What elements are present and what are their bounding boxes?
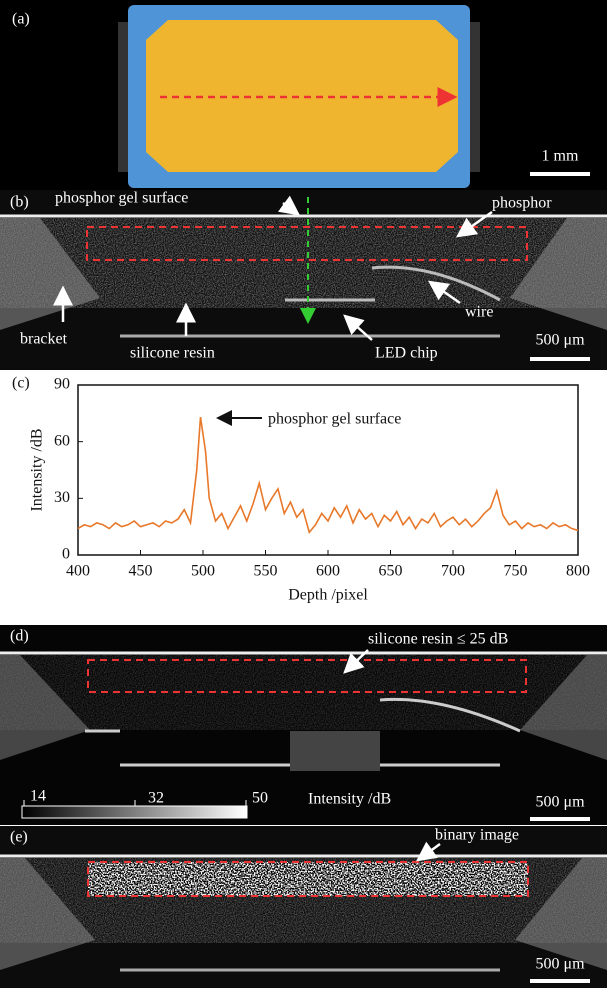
bracket-right xyxy=(515,858,607,970)
phosphor-area xyxy=(146,20,458,172)
panel-label: (e) xyxy=(10,829,28,846)
roi-box xyxy=(87,659,527,693)
x-tick-label: 550 xyxy=(254,563,278,580)
arrow xyxy=(415,841,441,862)
arrow xyxy=(343,314,373,341)
bracket-left xyxy=(0,655,90,760)
x-tick-label: 750 xyxy=(504,563,528,580)
y-tick-label: 0 xyxy=(62,546,70,563)
annotation: phosphor gel surface xyxy=(268,411,401,428)
bracket-left xyxy=(0,218,100,330)
x-tick-label: 450 xyxy=(129,563,153,580)
oct-texture xyxy=(0,218,607,308)
bracket-right xyxy=(520,655,607,760)
annotation: phosphor xyxy=(492,195,552,212)
x-axis-label: Depth /pixel xyxy=(288,587,368,604)
wire xyxy=(371,265,501,302)
panel-label: (d) xyxy=(10,628,29,645)
y-tick-label: 60 xyxy=(54,432,70,449)
panel-d: (d) silicone resin ≤ 25 dB 14 32 50 Inte… xyxy=(0,625,607,825)
annotation: silicone resin xyxy=(130,345,215,362)
panel-label: (b) xyxy=(10,194,29,211)
data-line xyxy=(77,416,579,535)
panel-label: (a) xyxy=(12,11,30,28)
scale-bar xyxy=(530,979,590,983)
wire xyxy=(379,697,521,733)
scale-bar-label: 500 μm xyxy=(535,332,585,349)
arrow xyxy=(427,280,461,305)
colorbar-label: Intensity /dB xyxy=(308,791,391,808)
annotation: silicone resin ≤ 25 dB xyxy=(368,631,508,648)
arrow xyxy=(277,195,301,216)
chip xyxy=(290,731,380,771)
scale-bar-label: 1 mm xyxy=(542,148,579,165)
annotation: binary image xyxy=(435,827,519,844)
roi-box xyxy=(86,226,528,261)
x-tick-label: 650 xyxy=(379,563,403,580)
colorbar-tick-label: 14 xyxy=(30,788,46,805)
annotation: bracket xyxy=(20,331,68,348)
annotation: LED chip xyxy=(375,345,438,362)
panel-e: (e) binary image 500 μm xyxy=(0,826,607,988)
annotation: phosphor gel surface xyxy=(55,190,188,207)
bracket-right xyxy=(510,218,607,330)
x-tick-label: 500 xyxy=(191,563,215,580)
roi-box xyxy=(87,861,529,897)
annotation: wire xyxy=(465,304,493,321)
y-tick-label: 90 xyxy=(54,376,70,393)
arrow xyxy=(455,210,493,238)
arrow xyxy=(343,649,369,674)
scale-bar xyxy=(530,357,590,361)
panel-c: (c) Depth /pixel Intensity /dB phosphor … xyxy=(12,375,590,604)
colorbar-tick-label: 50 xyxy=(252,790,268,807)
x-tick-label: 400 xyxy=(66,563,90,580)
y-axis-label: Intensity /dB xyxy=(29,428,46,511)
colorbar-tick-label: 32 xyxy=(148,790,164,807)
scale-bar xyxy=(530,172,590,176)
x-tick-label: 700 xyxy=(441,563,465,580)
panel-label: (c) xyxy=(12,375,30,392)
x-tick-label: 800 xyxy=(566,563,590,580)
colorbar xyxy=(21,805,248,819)
y-tick-label: 30 xyxy=(54,489,70,506)
binary-image xyxy=(88,862,528,896)
panel-a: (a) 1 mm xyxy=(0,0,607,190)
bracket-left xyxy=(0,858,95,970)
scale-bar-label: 500 μm xyxy=(535,794,585,811)
x-tick-label: 600 xyxy=(316,563,340,580)
scale-bar-label: 500 μm xyxy=(535,956,585,973)
panel-b: (b) phosphor gel surface phosphor bracke… xyxy=(0,190,607,370)
scale-bar xyxy=(530,817,590,821)
